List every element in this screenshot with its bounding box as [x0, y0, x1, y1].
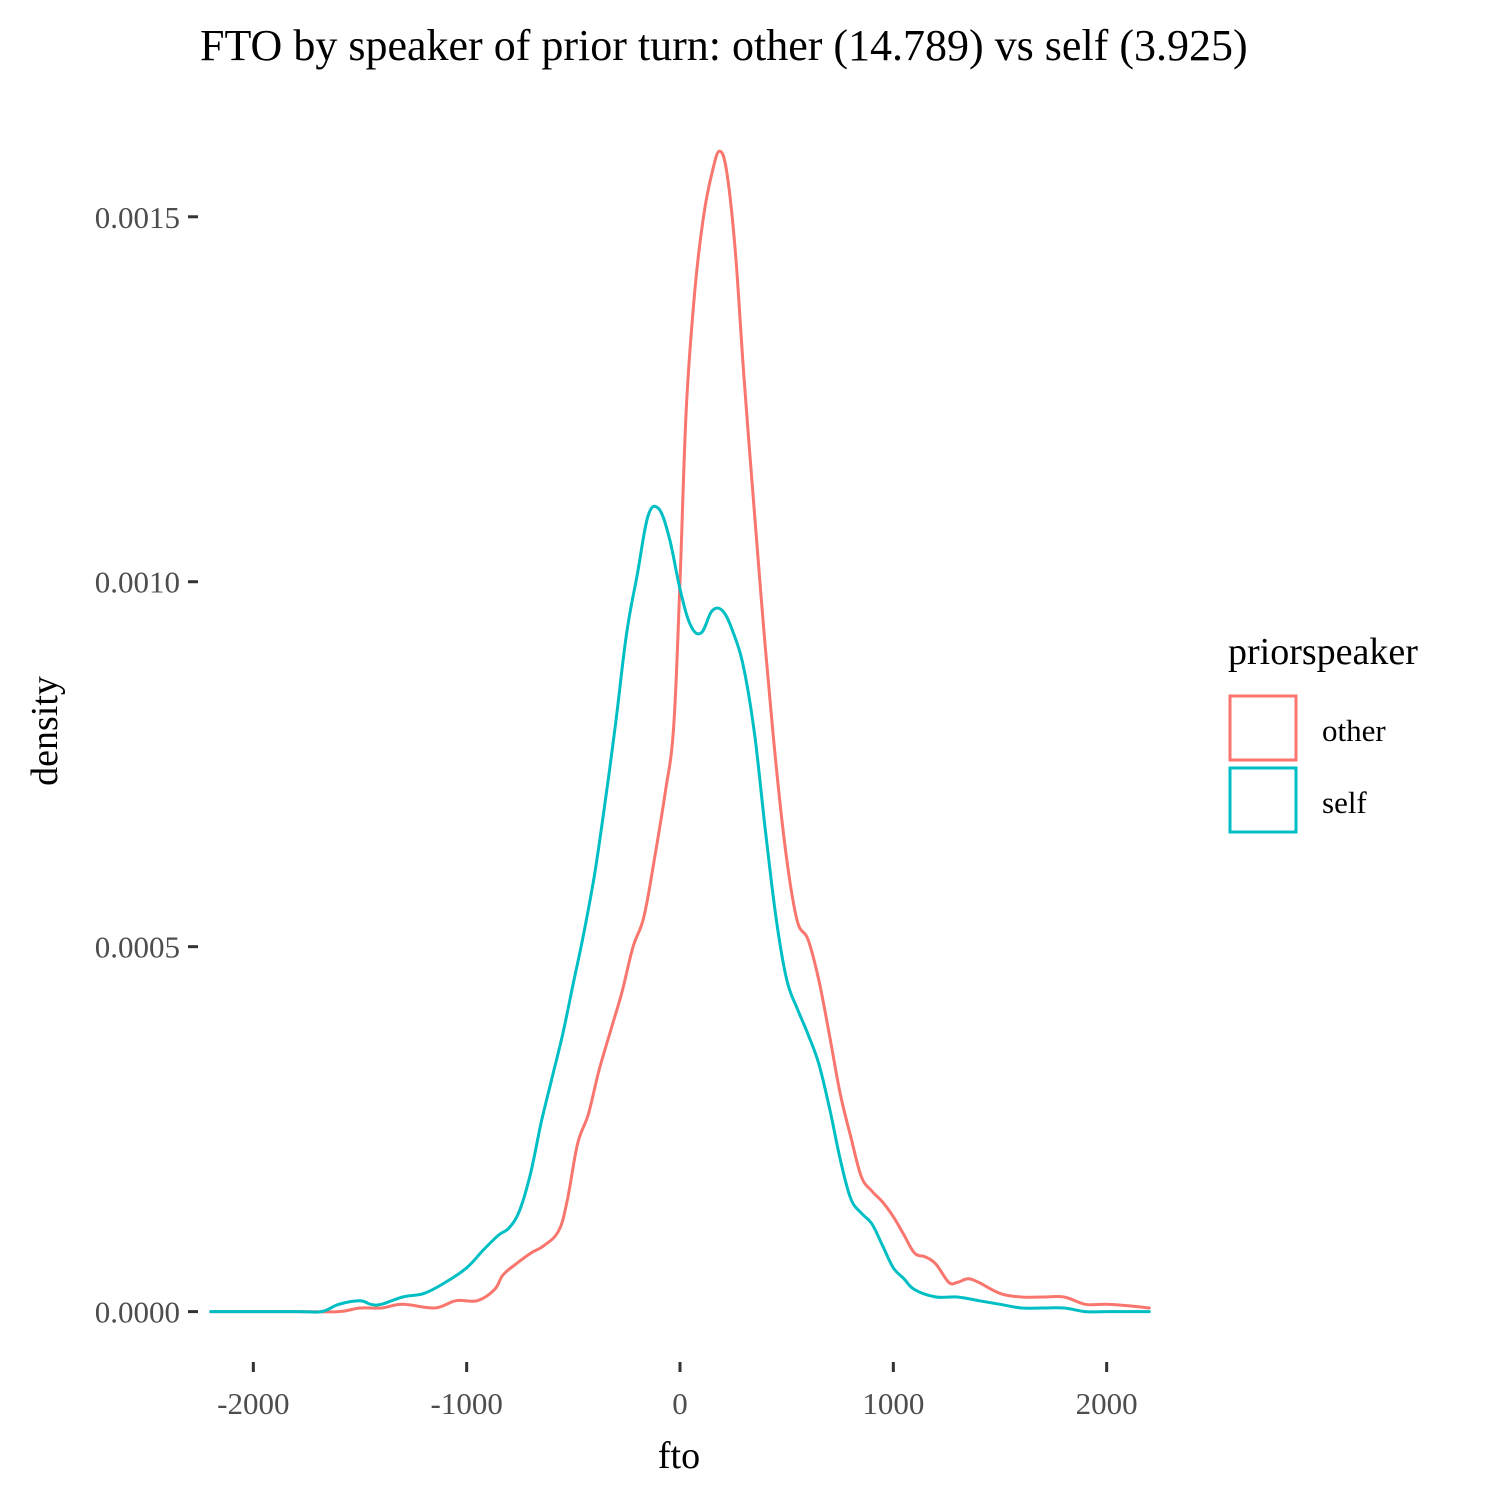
series-line-other	[209, 149, 1151, 1314]
y-tick-label: 0.0000	[95, 1295, 180, 1330]
series-line-self	[209, 504, 1151, 1314]
x-tick-label: -2000	[217, 1386, 289, 1421]
legend-label-self: self	[1322, 785, 1367, 820]
legend: priorspeaker other self	[1228, 631, 1418, 834]
x-axis: -2000 -1000 0 1000 2000	[217, 1362, 1138, 1421]
y-axis-title: density	[24, 676, 66, 786]
chart-title: FTO by speaker of prior turn: other (14.…	[200, 21, 1248, 70]
legend-key-self	[1228, 766, 1298, 834]
legend-label-other: other	[1322, 713, 1386, 748]
y-tick-label: 0.0010	[95, 565, 180, 600]
x-axis-title: fto	[658, 1435, 700, 1477]
legend-key-other	[1228, 694, 1298, 762]
y-tick-label: 0.0015	[95, 200, 180, 235]
legend-title: priorspeaker	[1228, 631, 1418, 673]
y-tick-label: 0.0005	[95, 930, 180, 965]
x-tick-label: 2000	[1076, 1386, 1138, 1421]
x-tick-label: -1000	[431, 1386, 503, 1421]
legend-items: other self	[1228, 694, 1386, 834]
plot-lines	[209, 149, 1151, 1314]
y-axis: 0.0000 0.0005 0.0010 0.0015	[95, 200, 198, 1330]
x-tick-label: 1000	[862, 1386, 924, 1421]
x-tick-label: 0	[672, 1386, 688, 1421]
